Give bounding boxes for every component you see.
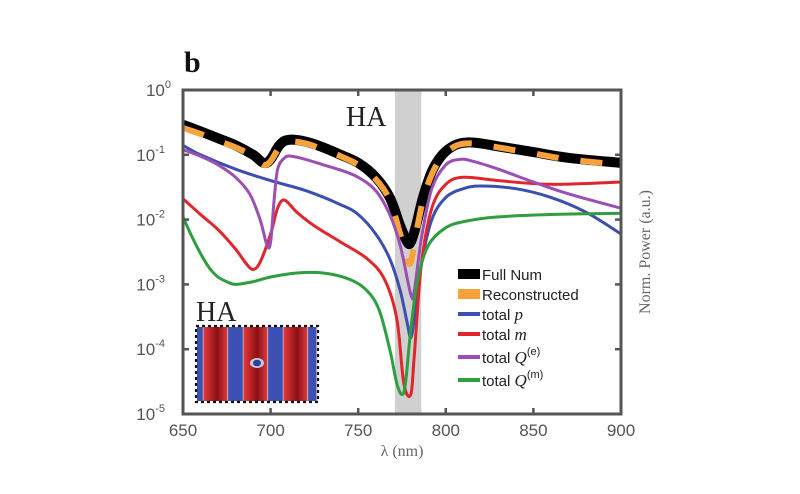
- x-tick-label: 750: [344, 421, 372, 440]
- y-tick-label: 10-3: [136, 273, 165, 294]
- inset-stripe-blue: [308, 327, 317, 401]
- inset-stripe-red: [283, 327, 309, 401]
- legend-swatch: [458, 332, 480, 336]
- legend-label-text: Full Num: [482, 267, 542, 284]
- legend-swatch: [458, 289, 480, 299]
- y-tick-exponent: -2: [155, 209, 165, 221]
- legend-label-symbol: Q: [515, 348, 527, 367]
- x-axis-title: λ (nm): [381, 443, 424, 460]
- y-tick-exponent: 0: [165, 79, 171, 91]
- inset-particle: [253, 359, 261, 367]
- inset-stripe-blue: [197, 327, 204, 401]
- x-tick-label: 800: [432, 421, 460, 440]
- legend-label: total Q(m): [482, 369, 543, 390]
- y-tick-exponent: -3: [155, 273, 165, 285]
- y-tick-label: 10-2: [136, 209, 165, 230]
- legend-label-text: total: [482, 327, 515, 344]
- y-tick-exponent: -4: [155, 338, 165, 350]
- legend-swatch: [458, 312, 480, 316]
- legend-label-text: total: [482, 307, 515, 324]
- x-tick-label: 650: [169, 421, 197, 440]
- legend-label-text: total: [482, 350, 515, 367]
- inset-stripe-edge: [316, 327, 318, 401]
- plot-frame: [181, 88, 623, 416]
- legend-label: total m: [482, 325, 527, 344]
- x-tick-label: 700: [256, 421, 284, 440]
- legend-label: total p: [482, 305, 523, 324]
- ticks-layer: 650 700 750 800 850 900 100 10-1 10-2 10-3 10-4 10-…: [136, 79, 635, 440]
- y-axis-title: Norm. Power (a.u.): [637, 190, 654, 314]
- legend-label-text: Reconstructed: [482, 287, 579, 304]
- y-tick-label: 100: [146, 79, 171, 100]
- legend-swatch: [458, 355, 480, 359]
- y-tick-label: 10-4: [136, 338, 165, 359]
- inset-field-map: HA: [194, 297, 320, 404]
- series-layer: [183, 120, 621, 398]
- inset-stripe-blue: [228, 327, 244, 401]
- legend-swatch: [458, 378, 480, 382]
- series-line-total-m: [183, 175, 621, 398]
- legend-label: total Q(e): [482, 346, 540, 367]
- legend-label-symbol: Q: [515, 371, 527, 390]
- legend-swatch: [458, 269, 480, 279]
- inset-stripe-red: [203, 327, 229, 401]
- band-label: HA: [346, 102, 387, 133]
- y-tick-exponent: -5: [155, 403, 165, 415]
- legend-label: Full Num: [482, 267, 542, 284]
- series-line-total-q-m: [183, 211, 621, 396]
- legend-label-text: total: [482, 373, 515, 390]
- legend-label: Reconstructed: [482, 287, 579, 304]
- panel-label: b: [184, 46, 201, 79]
- legend-label-sup: (e): [527, 346, 540, 358]
- x-tick-label: 850: [519, 421, 547, 440]
- y-tick-exponent: -1: [155, 144, 165, 156]
- legend-label-symbol: m: [515, 325, 527, 344]
- legend-label-symbol: p: [514, 305, 524, 324]
- legend-label-sup: (m): [527, 369, 544, 381]
- inset-stripes: [197, 327, 318, 401]
- inset-label: HA: [196, 297, 237, 328]
- y-tick-label: 10-5: [136, 403, 165, 424]
- series-line-total-q-e: [183, 148, 621, 301]
- y-tick-label: 10-1: [136, 144, 165, 165]
- inset-stripe-blue: [268, 327, 284, 401]
- series-line-reconstructed: [183, 125, 621, 268]
- x-tick-label: 900: [607, 421, 635, 440]
- inset-border: [194, 324, 320, 404]
